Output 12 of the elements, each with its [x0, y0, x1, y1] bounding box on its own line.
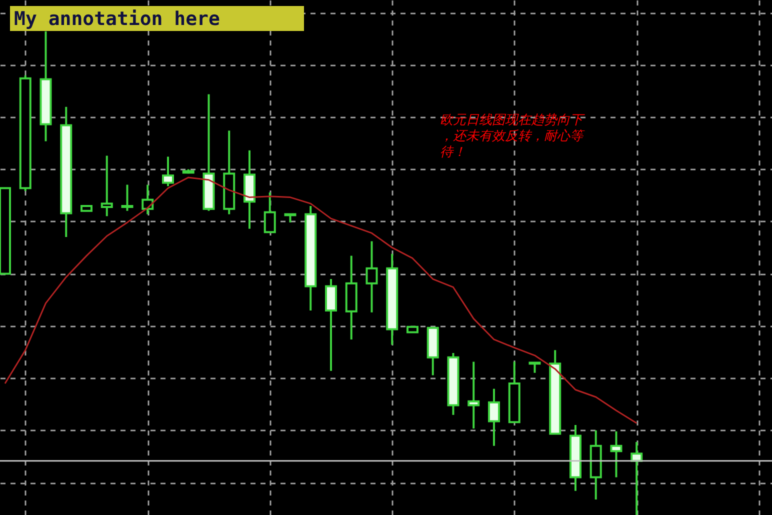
- candlestick: [100, 154, 113, 218]
- candlestick: [528, 362, 541, 374]
- candlestick: [610, 430, 622, 478]
- candlestick: [488, 388, 500, 447]
- candlestick: [468, 360, 480, 430]
- candlestick: [630, 440, 643, 515]
- text: My annotation here: [14, 8, 220, 30]
- candlestick: [142, 184, 154, 216]
- candlestick: [162, 156, 174, 188]
- candlestick: [121, 184, 134, 212]
- candlestick: [264, 191, 276, 234]
- candlestick: [366, 240, 378, 314]
